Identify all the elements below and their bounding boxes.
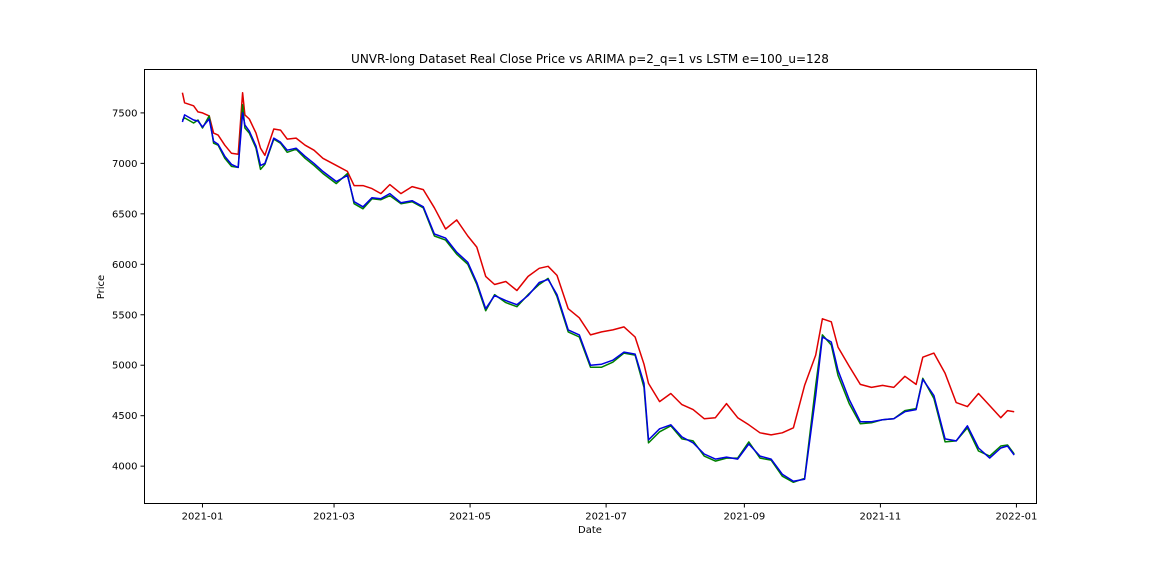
- y-tick-label: 4500: [112, 411, 137, 422]
- y-tick-label: 7500: [112, 108, 137, 119]
- y-tick-label: 6500: [112, 209, 137, 220]
- plot-area: [181, 91, 1015, 484]
- axes-frame: [144, 69, 1037, 504]
- x-tick-label: 2021-07: [585, 512, 627, 523]
- x-axis-label: Date: [578, 525, 602, 536]
- y-tick-label: 4000: [112, 462, 137, 473]
- y-axis: 4000 4500 5000 5500 6000 6500 7000 7500: [112, 108, 145, 473]
- x-tick-label: 2021-01: [182, 512, 224, 523]
- x-axis: 2021-01 2021-03 2021-05 2021-07 2021-09 2021-…: [182, 503, 1038, 523]
- series-line-real: [181, 91, 1015, 436]
- series-line-lstm: [181, 112, 1015, 483]
- y-tick-label: 6000: [112, 260, 137, 271]
- chart-title: UNVR-long Dataset Real Close Price vs AR…: [351, 52, 829, 66]
- x-tick-label: 2022-01: [996, 512, 1038, 523]
- x-tick-label: 2021-09: [723, 512, 765, 523]
- x-tick-label: 2021-11: [860, 512, 902, 523]
- x-tick-label: 2021-03: [313, 512, 355, 523]
- series-line-arima: [181, 104, 1015, 484]
- y-tick-label: 7000: [112, 159, 137, 170]
- x-tick-label: 2021-05: [449, 512, 491, 523]
- y-axis-label: Price: [96, 275, 107, 299]
- y-tick-label: 5500: [112, 310, 137, 321]
- y-tick-label: 5000: [112, 361, 137, 372]
